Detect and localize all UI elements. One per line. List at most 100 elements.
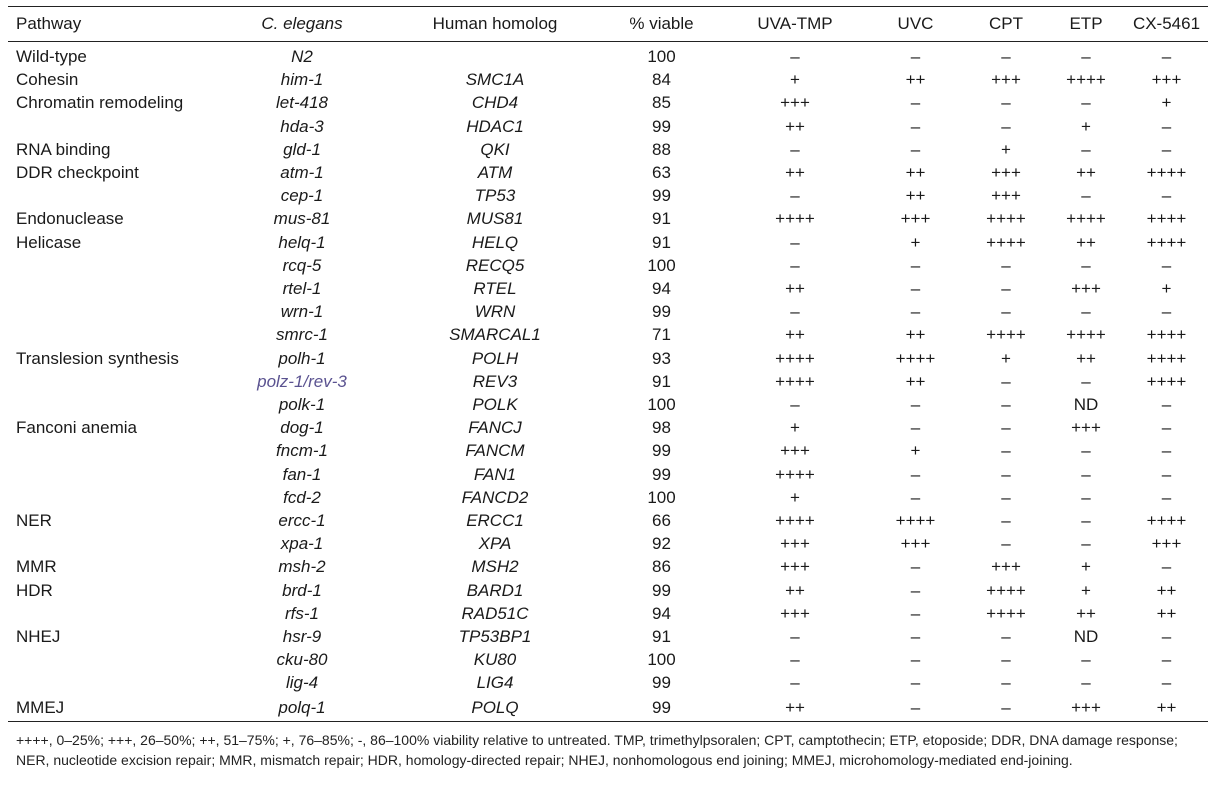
- etp-cell: –: [1081, 371, 1091, 391]
- uvc-cell: –: [910, 580, 921, 600]
- cx5461-cell: –: [1161, 186, 1172, 206]
- homolog-cell: FANCD2: [461, 487, 529, 507]
- etp-cell: +++: [1071, 279, 1101, 299]
- homolog-cell: HDAC1: [466, 116, 524, 136]
- uvc-cell: –: [910, 418, 921, 438]
- uva-tmp-cell: –: [790, 395, 800, 415]
- uvc-cell: ++++: [895, 511, 936, 531]
- uva-tmp-cell: +++: [780, 557, 810, 577]
- viable-cell: 85: [652, 93, 671, 113]
- table-row: Chromatin remodeling let-418 CHD4 85 +++ – – – +: [8, 91, 1208, 114]
- cpt-cell: –: [1001, 418, 1011, 438]
- cx5461-cell: –: [1161, 418, 1172, 438]
- uva-tmp-cell: ++: [724, 694, 866, 722]
- pathway-cell: [8, 184, 213, 207]
- pathway-cell: [8, 323, 213, 346]
- etp-cell: +: [1081, 580, 1091, 600]
- uva-tmp-cell: –: [790, 650, 800, 670]
- uva-tmp-cell: ++++: [775, 209, 815, 229]
- table-row: MMR msh-2 MSH2 86 +++ – +++ + –: [8, 555, 1208, 578]
- gene-cell: msh-2: [278, 557, 326, 577]
- uva-tmp-cell: –: [790, 627, 800, 647]
- cpt-cell: –: [1001, 650, 1011, 670]
- cx5461-cell: +: [1161, 93, 1172, 113]
- etp-cell: ND: [1073, 627, 1099, 647]
- table-row: fncm-1 FANCM 99 +++ + – – –: [8, 439, 1208, 462]
- cpt-cell: +++: [991, 163, 1021, 183]
- etp-cell: +++: [1071, 418, 1101, 438]
- uva-tmp-cell: ++: [785, 163, 805, 183]
- table-row: polz-1/rev-3 REV3 91 ++++ ++ – – ++++: [8, 370, 1208, 393]
- homolog-cell: BARD1: [466, 580, 524, 600]
- etp-cell: ++++: [1066, 325, 1106, 345]
- homolog-cell: FAN1: [473, 464, 517, 484]
- pathway-cell: Fanconi anemia: [16, 418, 137, 438]
- gene-cell[interactable]: polz-1/rev-3: [257, 371, 347, 391]
- gene-cell: ercc-1: [278, 511, 326, 531]
- cpt-cell: ++++: [986, 209, 1026, 229]
- uvc-cell: +++: [900, 209, 931, 229]
- pathway-cell: [8, 115, 213, 138]
- cx5461-cell: ++++: [1146, 371, 1187, 391]
- cpt-cell: –: [1001, 47, 1011, 66]
- pathway-cell: [8, 463, 213, 486]
- cpt-cell: –: [1001, 279, 1011, 299]
- etp-cell: ++: [1076, 603, 1096, 623]
- header-cx5461: CX-5461: [1125, 6, 1208, 42]
- gene-cell: smrc-1: [276, 325, 328, 345]
- cx5461-cell: –: [1161, 116, 1172, 136]
- uva-tmp-cell: +++: [780, 441, 810, 461]
- gene-cell: N2: [291, 47, 313, 66]
- homolog-cell: TP53: [474, 186, 516, 206]
- homolog-cell: WRN: [474, 302, 516, 322]
- cx5461-cell: –: [1161, 255, 1172, 275]
- table-row: rtel-1 RTEL 94 ++ – – +++ +: [8, 277, 1208, 300]
- etp-cell: ++: [1076, 163, 1096, 183]
- etp-cell: –: [1081, 650, 1091, 670]
- gene-cell: xpa-1: [280, 534, 324, 554]
- viable-cell: 66: [652, 511, 671, 531]
- table-row: hda-3 HDAC1 99 ++ – – + –: [8, 115, 1208, 138]
- viable-cell: 100: [647, 47, 676, 66]
- gene-cell: polk-1: [278, 395, 326, 415]
- cx5461-cell: –: [1161, 395, 1172, 415]
- gene-cell: atm-1: [280, 163, 324, 183]
- table-row: Fanconi anemia dog-1 FANCJ 98 + – – +++ –: [8, 416, 1208, 439]
- viable-cell: 100: [647, 650, 676, 670]
- uvc-cell: –: [910, 139, 921, 159]
- etp-cell: –: [1081, 302, 1091, 322]
- cx5461-cell: ++++: [1146, 325, 1187, 345]
- viable-cell: 100: [647, 255, 676, 275]
- homolog-cell: SMARCAL1: [449, 325, 541, 345]
- uvc-cell: +++: [900, 534, 931, 554]
- uvc-cell: +: [910, 232, 921, 252]
- uva-tmp-cell: +: [790, 418, 800, 438]
- table-row: rfs-1 RAD51C 94 +++ – ++++ ++ ++: [8, 602, 1208, 625]
- homolog-cell: TP53BP1: [458, 627, 532, 647]
- uva-tmp-cell: –: [790, 47, 800, 66]
- pathway-cell: RNA binding: [16, 139, 111, 159]
- pathway-cell: [8, 393, 213, 416]
- gene-cell: helq-1: [278, 232, 326, 252]
- cx5461-cell: ++++: [1146, 511, 1187, 531]
- uva-tmp-cell: –: [790, 232, 800, 252]
- viable-cell: 99: [652, 580, 671, 600]
- uva-tmp-cell: –: [790, 255, 800, 275]
- homolog-cell: KU80: [473, 650, 517, 670]
- cx5461-cell: +++: [1151, 534, 1182, 554]
- etp-cell: –: [1081, 93, 1091, 113]
- cx5461-cell: ++: [1156, 603, 1177, 623]
- cpt-cell: +: [1001, 139, 1011, 159]
- uva-tmp-cell: ++++: [775, 371, 815, 391]
- homolog-cell: REV3: [472, 371, 518, 391]
- uva-tmp-cell: +++: [780, 93, 810, 113]
- pathway-cell: [8, 532, 213, 555]
- etp-cell: ND: [1073, 395, 1099, 415]
- header-human-homolog: Human homolog: [391, 6, 599, 42]
- table-body: Wild-type N2 100– – – – – Cohesin him-1 SMC1A 84 + +…: [8, 42, 1208, 722]
- gene-cell: dog-1: [280, 418, 324, 438]
- table-row: NER ercc-1 ERCC1 66 ++++ ++++ – – ++++: [8, 509, 1208, 532]
- homolog-cell: HELQ: [471, 232, 519, 252]
- table-row: Helicase helq-1 HELQ 91– + ++++ ++ ++++: [8, 231, 1208, 254]
- pathway-cell: Endonuclease: [16, 209, 124, 229]
